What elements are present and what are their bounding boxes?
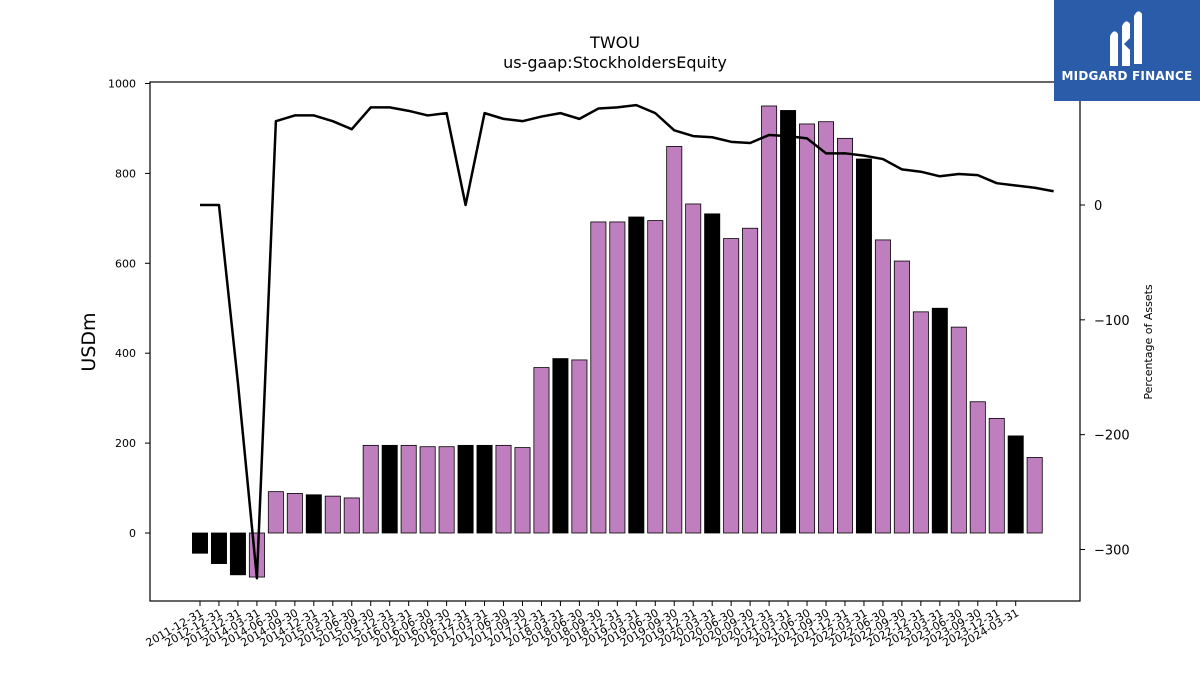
bar-27	[704, 213, 721, 534]
bar-12	[419, 446, 436, 534]
bar-20	[571, 359, 588, 534]
bar-24	[647, 220, 664, 534]
plot-frame	[149, 81, 1081, 602]
line-series	[200, 103, 1054, 580]
bar-22	[609, 221, 626, 534]
bar-0	[192, 532, 208, 554]
y-axis-label: USDm	[78, 312, 100, 371]
y-tick-label-200: 200	[115, 437, 136, 450]
axes: 020040060080010000−100−200−3002011-12-31…	[108, 78, 1130, 650]
y-tick-label-0: 0	[129, 527, 136, 540]
y-tick-label-600: 600	[115, 257, 136, 270]
bar-5	[286, 493, 303, 534]
bar-1	[210, 532, 227, 564]
bar-6	[305, 494, 322, 534]
bar-7	[324, 495, 341, 534]
bar-14	[457, 444, 474, 534]
bar-13	[438, 446, 455, 534]
bar-23	[628, 216, 645, 534]
bar-19	[552, 358, 569, 534]
bar-32	[799, 123, 816, 534]
bar-34	[836, 137, 853, 534]
bar-31	[780, 110, 797, 534]
bar-series	[192, 105, 1043, 578]
logo-text: MIDGARD FINANCE	[1061, 69, 1193, 83]
bar-44	[1026, 457, 1043, 534]
y2-tick-label--200: −200	[1094, 429, 1130, 444]
bar-9	[362, 444, 379, 534]
bar-25	[666, 146, 683, 534]
bar-15	[476, 444, 493, 534]
bar-36	[874, 239, 891, 534]
bar-2	[229, 532, 246, 576]
midgard-logo-icon	[1110, 11, 1142, 66]
y-tick-label-800: 800	[115, 167, 136, 180]
y2-tick-label--100: −100	[1094, 314, 1130, 329]
bar-18	[533, 367, 550, 534]
bar-29	[742, 227, 759, 534]
bar-40	[950, 326, 967, 534]
bar-26	[685, 203, 702, 534]
chart-subtitle: us-gaap:StockholdersEquity	[503, 53, 727, 72]
y2-axis-label: Percentage of Assets	[1142, 284, 1155, 400]
bar-28	[723, 238, 740, 534]
y2-tick-label-0: 0	[1094, 199, 1102, 214]
midgard-logo: MIDGARD FINANCE	[1054, 0, 1200, 101]
bar-17	[514, 447, 531, 534]
bar-11	[400, 444, 417, 534]
y2-tick-label--300: −300	[1094, 544, 1130, 559]
bar-42	[988, 417, 1005, 534]
bar-41	[969, 401, 986, 534]
line-path	[200, 103, 1054, 580]
chart-title: TWOU	[589, 33, 640, 52]
bar-35	[855, 158, 872, 534]
y-tick-label-1000: 1000	[108, 78, 136, 91]
bar-38	[912, 311, 929, 534]
bar-10	[381, 444, 398, 534]
bar-21	[590, 221, 607, 534]
bar-37	[893, 260, 910, 534]
bar-8	[343, 497, 360, 534]
bar-16	[495, 444, 512, 534]
bar-30	[761, 105, 778, 534]
bar-43	[1007, 435, 1024, 534]
y-tick-label-400: 400	[115, 347, 136, 360]
bar-39	[931, 307, 948, 534]
bar-33	[818, 121, 834, 534]
bar-4	[267, 491, 284, 534]
